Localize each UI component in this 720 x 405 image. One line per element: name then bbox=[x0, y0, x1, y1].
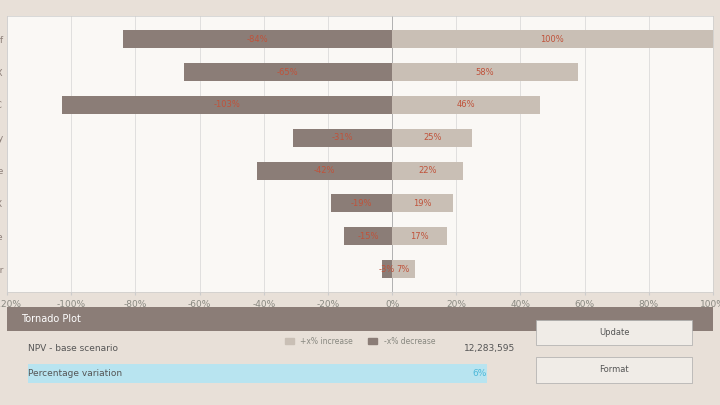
Bar bbox=[392, 194, 453, 213]
Text: Tornado Plot: Tornado Plot bbox=[22, 314, 81, 324]
Bar bbox=[392, 162, 463, 180]
Text: 46%: 46% bbox=[456, 100, 475, 109]
Bar bbox=[292, 129, 392, 147]
Text: -42%: -42% bbox=[314, 166, 336, 175]
Text: -3%: -3% bbox=[379, 264, 395, 274]
Text: 17%: 17% bbox=[410, 232, 428, 241]
Text: -65%: -65% bbox=[277, 68, 299, 77]
Text: NPV - base scenario: NPV - base scenario bbox=[28, 343, 118, 352]
Bar bbox=[392, 227, 446, 245]
Bar bbox=[257, 162, 392, 180]
Text: 12,283,595: 12,283,595 bbox=[464, 343, 516, 352]
Text: 6%: 6% bbox=[472, 369, 487, 377]
Legend: +x% increase, -x% decrease: +x% increase, -x% decrease bbox=[282, 334, 438, 349]
Bar bbox=[122, 30, 392, 48]
Bar bbox=[344, 227, 392, 245]
Bar bbox=[392, 30, 713, 48]
Bar bbox=[392, 96, 539, 114]
Text: Update: Update bbox=[599, 328, 629, 337]
Bar bbox=[28, 364, 487, 382]
Text: 25%: 25% bbox=[423, 133, 441, 142]
Bar bbox=[536, 357, 692, 382]
Bar bbox=[184, 63, 392, 81]
Text: 22%: 22% bbox=[418, 166, 436, 175]
Bar bbox=[62, 96, 392, 114]
Text: 58%: 58% bbox=[476, 68, 495, 77]
Text: Percentage variation: Percentage variation bbox=[28, 369, 122, 377]
Bar bbox=[392, 129, 472, 147]
Bar bbox=[382, 260, 392, 278]
Bar bbox=[392, 63, 578, 81]
Text: -84%: -84% bbox=[246, 35, 268, 44]
Text: -103%: -103% bbox=[213, 100, 240, 109]
Text: -31%: -31% bbox=[331, 133, 354, 142]
Text: Format: Format bbox=[599, 365, 629, 374]
Bar bbox=[536, 320, 692, 345]
Text: 19%: 19% bbox=[413, 199, 432, 208]
Text: -19%: -19% bbox=[351, 199, 372, 208]
Bar bbox=[331, 194, 392, 213]
Bar bbox=[7, 307, 713, 331]
Text: -15%: -15% bbox=[357, 232, 379, 241]
Text: 7%: 7% bbox=[397, 264, 410, 274]
Text: 100%: 100% bbox=[541, 35, 564, 44]
Bar bbox=[392, 260, 415, 278]
